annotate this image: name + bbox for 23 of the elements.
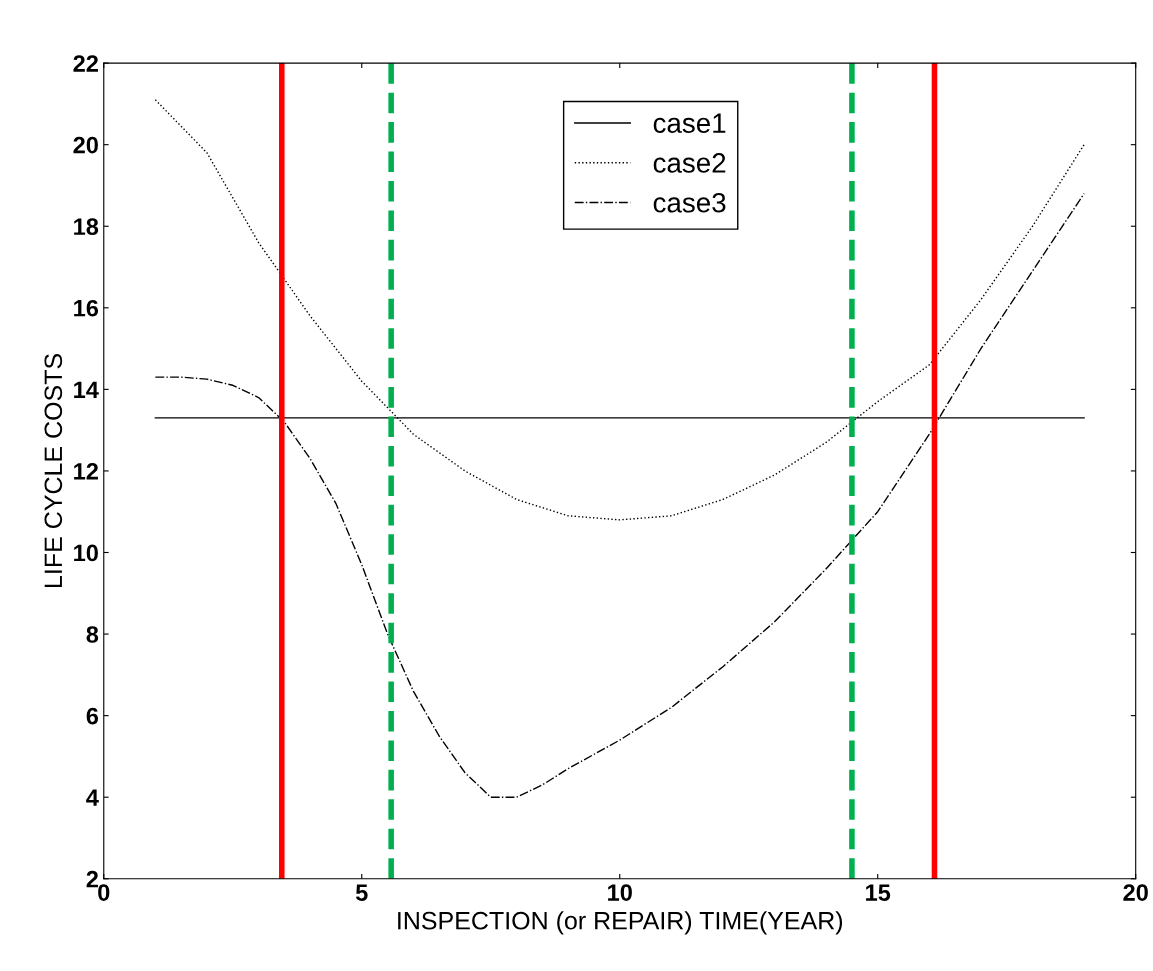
line-series — [154, 192, 1085, 798]
y-tick-label: 2 — [86, 870, 98, 888]
x-tick-label: 10 — [608, 884, 632, 901]
legend-label: case2 — [653, 153, 726, 173]
y-axis-title: LIFE CYCLE COSTS — [44, 354, 63, 587]
y-tick-label: 6 — [86, 707, 99, 725]
y-tick-label: 10 — [74, 544, 98, 562]
x-tick-label: 15 — [866, 884, 891, 901]
y-tick-label: 8 — [86, 626, 99, 643]
legend-label: case1 — [653, 113, 726, 133]
y-tick-label: 22 — [73, 55, 98, 72]
y-tick-label: 16 — [74, 299, 99, 317]
y-tick-label: 18 — [74, 218, 99, 236]
x-axis-title: INSPECTION (or REPAIR) TIME(YEAR) — [398, 911, 843, 935]
x-tick-label: 0 — [98, 884, 110, 901]
legend-label: case3 — [653, 192, 726, 213]
x-tick-label: 20 — [1123, 884, 1148, 901]
y-tick-label: 14 — [74, 381, 99, 398]
line-series — [154, 99, 1085, 521]
x-tick-label: 5 — [355, 884, 368, 901]
y-tick-label: 20 — [73, 136, 98, 154]
y-tick-label: 12 — [74, 463, 98, 480]
y-tick-label: 4 — [86, 789, 99, 806]
